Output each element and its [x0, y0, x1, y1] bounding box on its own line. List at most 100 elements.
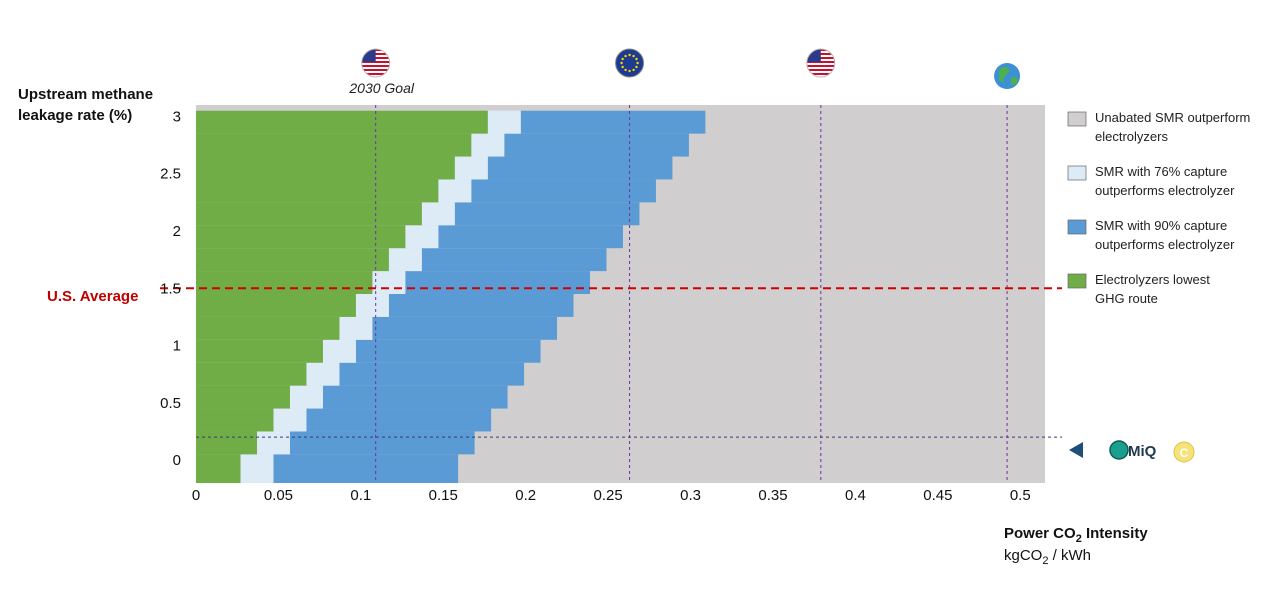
region-light-blue-step [240, 454, 274, 483]
legend-swatch [1067, 273, 1087, 289]
y-tick-label: 1 [173, 338, 181, 355]
us-flag-icon [806, 48, 836, 78]
x-tick-label: 0.5 [1010, 487, 1031, 504]
miq-badge: MiQ C [1069, 440, 1195, 463]
miq-grade-badge-icon [1173, 441, 1195, 463]
region-light-blue-step [273, 408, 307, 432]
region-green-step [196, 248, 389, 272]
region-blue-step [438, 225, 623, 249]
x-axis-unit: kgCO2 / kWh [1004, 547, 1091, 567]
region-blue-step [273, 454, 459, 483]
region-blue-step [289, 431, 475, 455]
region-light-blue-step [322, 339, 356, 363]
x-tick-label: 0 [192, 487, 200, 504]
legend-swatch [1067, 165, 1087, 181]
region-green-step [196, 156, 455, 180]
legend-swatch [1067, 219, 1087, 235]
x-axis-title-main: Power CO [1004, 525, 1076, 542]
y-tick-label: 0.5 [160, 395, 181, 412]
policy-marker-label: 2030 Goal [348, 80, 414, 96]
region-blue-step [520, 110, 706, 134]
region-green-step [196, 225, 406, 249]
region-green-step [196, 385, 290, 409]
region-light-blue-step [388, 248, 422, 272]
miq-logo-icon [1109, 440, 1129, 460]
x-tick-label: 0.25 [594, 487, 623, 504]
legend-label-line2: outperforms electrolyzer [1095, 237, 1235, 252]
legend: Unabated SMR outperform electrolyzers SMR … [1067, 110, 1250, 306]
region-green-step [196, 316, 340, 340]
policy-markers: 2030 Goal [348, 48, 1021, 96]
x-tick-label: 0.15 [429, 487, 458, 504]
pointer-left-icon [1069, 442, 1083, 458]
x-unit-rest: / kWh [1048, 547, 1091, 564]
y-tick-label: 3 [173, 108, 181, 125]
y-axis-title-line2: leakage rate (%) [18, 107, 132, 124]
region-blue-step [372, 316, 558, 340]
region-light-blue-step [487, 110, 521, 134]
region-green-step [196, 202, 422, 226]
x-tick-label: 0.45 [923, 487, 952, 504]
x-unit-main: kgCO [1004, 547, 1042, 564]
region-blue-step [405, 271, 591, 294]
region-blue-step [355, 339, 541, 363]
legend-label-line1: Electrolyzers lowest [1095, 272, 1210, 287]
x-axis-title: Power CO2 Intensity [1004, 525, 1148, 545]
region-light-blue-step [405, 225, 439, 249]
region-light-blue-step [339, 316, 373, 340]
region-light-blue-step [438, 179, 472, 203]
region-light-blue-step [421, 202, 455, 226]
region-blue-step [504, 133, 689, 157]
y-tick-label: 1.5 [160, 280, 181, 297]
region-light-blue-step [454, 156, 488, 180]
plot-regions [196, 105, 1045, 483]
x-axis-title-sub: 2 [1076, 533, 1082, 545]
legend-label-line2: outperforms electrolyzer [1095, 183, 1235, 198]
region-blue-step [487, 156, 673, 180]
region-green-step [196, 110, 488, 134]
miq-label: MiQ [1128, 443, 1157, 460]
legend-label-line2: GHG route [1095, 291, 1158, 306]
x-tick-label: 0.2 [515, 487, 536, 504]
legend-label-line1: SMR with 76% capture [1095, 164, 1227, 179]
x-axis-title-rest: Intensity [1082, 525, 1149, 542]
y-tick-label: 2.5 [160, 166, 181, 183]
y-axis-ticks: 0 0.5 1 1.5 2 2.5 3 [160, 108, 181, 469]
x-unit-sub: 2 [1042, 555, 1048, 567]
x-tick-label: 0.05 [264, 487, 293, 504]
region-blue-step [339, 362, 525, 386]
legend-label-line2: electrolyzers [1095, 129, 1168, 144]
legend-label-line1: Unabated SMR outperform [1095, 110, 1250, 125]
region-blue-step [306, 408, 492, 432]
region-green-step [196, 362, 307, 386]
eu-flag-icon [615, 48, 645, 78]
us-average-label: U.S. Average [47, 288, 138, 305]
region-green-step [196, 339, 323, 363]
region-green-step [196, 271, 373, 294]
legend-label-line1: SMR with 90% capture [1095, 218, 1227, 233]
region-green-step [196, 294, 356, 317]
region-blue-step [388, 294, 574, 317]
region-light-blue-step [471, 133, 505, 157]
policy-lines [375, 105, 1008, 483]
region-light-blue-step [256, 431, 290, 455]
region-light-blue-step [289, 385, 323, 409]
x-tick-label: 0.1 [350, 487, 371, 504]
region-green-step [196, 179, 439, 203]
region-green-step [196, 431, 257, 455]
region-blue-step [471, 179, 656, 203]
region-green-step [196, 454, 241, 483]
miq-grade-letter: C [1180, 446, 1189, 460]
legend-swatch [1067, 111, 1087, 127]
region-blue-step [421, 248, 607, 272]
region-blue-step [322, 385, 508, 409]
region-light-blue-step [355, 294, 389, 317]
region-blue-step [454, 202, 640, 226]
x-axis-ticks: 0 0.05 0.1 0.15 0.2 0.25 0.3 0.35 0.4 0.45 0.5 [192, 487, 1031, 504]
x-tick-label: 0.4 [845, 487, 866, 504]
region-light-blue-step [306, 362, 340, 386]
region-light-blue-step [372, 271, 406, 294]
region-green-step [196, 408, 274, 432]
x-tick-label: 0.3 [680, 487, 701, 504]
